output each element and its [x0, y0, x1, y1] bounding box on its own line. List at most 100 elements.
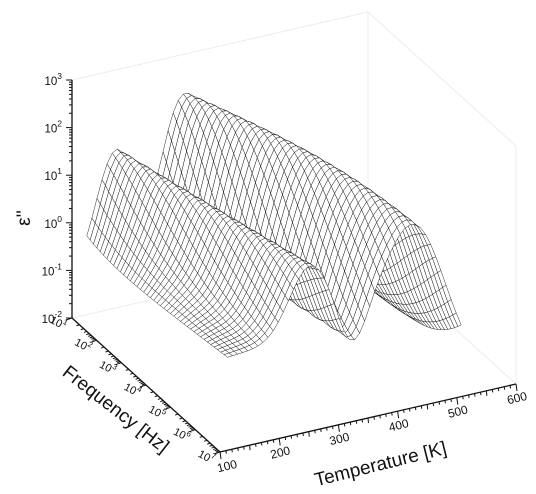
y-minor-tick — [100, 346, 105, 349]
y-minor-tick — [135, 377, 139, 380]
y-minor-tick — [154, 395, 158, 398]
x-tick-label: 500 — [446, 402, 469, 421]
x-minor-tick — [225, 450, 227, 454]
y-minor-tick — [117, 361, 121, 364]
y-minor-tick — [88, 334, 92, 337]
x-minor-tick — [450, 398, 452, 403]
y-tick-label: 103 — [97, 356, 119, 377]
x-minor-tick — [373, 416, 375, 420]
y-minor-tick — [214, 449, 218, 452]
x-tick-label: 600 — [506, 389, 529, 408]
y-minor-tick — [179, 417, 183, 420]
x-minor-tick — [266, 441, 269, 445]
y-major-tick — [213, 451, 221, 455]
z-axis-title: ε'' — [14, 210, 35, 226]
x-minor-tick — [385, 413, 387, 418]
x-tick-label: 200 — [269, 443, 292, 462]
y-tick-label: 102 — [73, 334, 95, 355]
y-minor-tick — [211, 446, 215, 449]
y-major-tick — [189, 429, 196, 433]
y-minor-tick — [203, 439, 208, 442]
x-major-tick — [456, 397, 459, 405]
x-minor-tick — [468, 394, 470, 398]
y-major-tick — [164, 406, 171, 410]
x-major-tick — [278, 438, 281, 446]
z-tick-label: 10-1 — [42, 261, 63, 278]
x-minor-tick — [349, 421, 352, 426]
x-minor-tick — [474, 393, 476, 397]
y-minor-tick — [182, 420, 186, 423]
y-minor-tick — [165, 404, 169, 407]
x-minor-tick — [403, 409, 405, 413]
y-minor-tick — [86, 333, 90, 336]
z-tick-label: 100 — [44, 214, 62, 231]
x-minor-tick — [391, 412, 393, 416]
x-major-tick — [337, 424, 340, 432]
x-minor-tick — [438, 401, 441, 405]
x-tick-label: 100 — [216, 457, 239, 476]
x-minor-tick — [509, 385, 512, 389]
y-minor-tick — [80, 328, 84, 331]
y-minor-tick — [115, 360, 120, 362]
y-minor-tick — [108, 353, 112, 356]
y-tick-label: 101 — [48, 312, 70, 333]
y-major-tick — [90, 339, 97, 343]
x-minor-tick — [361, 419, 364, 423]
z-tick-label: 103 — [44, 71, 62, 88]
x-major-tick — [397, 411, 400, 419]
x-minor-tick — [284, 436, 287, 441]
y-tick-label: 106 — [171, 423, 193, 444]
y-minor-tick — [137, 379, 141, 382]
y-minor-tick — [163, 403, 168, 406]
y-minor-tick — [105, 350, 109, 353]
x-minor-tick — [231, 449, 233, 453]
x-minor-tick — [296, 434, 298, 438]
y-minor-tick — [114, 358, 118, 361]
y-minor-tick — [150, 391, 154, 394]
y-tick-label: 104 — [122, 379, 144, 400]
y-tick-label: 107 — [196, 446, 218, 467]
x-minor-tick — [485, 390, 488, 396]
y-minor-tick — [162, 401, 166, 404]
y-minor-tick — [207, 442, 211, 445]
box-edge — [367, 11, 517, 147]
z-tick-label: 10-2 — [42, 309, 63, 326]
x-minor-tick — [243, 446, 245, 450]
x-minor-tick — [479, 392, 482, 396]
y-minor-tick — [92, 338, 96, 341]
x-minor-tick — [308, 431, 310, 437]
y-minor-tick — [125, 368, 129, 371]
y-minor-tick — [166, 405, 170, 408]
x-minor-tick — [414, 407, 417, 411]
x-minor-tick — [355, 420, 358, 424]
x-minor-tick — [491, 389, 494, 393]
x-minor-tick — [462, 396, 464, 400]
y-major-tick — [139, 384, 147, 388]
y-minor-tick — [186, 424, 191, 427]
x-minor-tick — [432, 402, 435, 407]
x-minor-tick — [326, 427, 328, 431]
box-edge — [71, 11, 369, 81]
y-major-tick — [115, 362, 122, 366]
y-minor-tick — [184, 422, 189, 425]
x-minor-tick — [503, 386, 506, 390]
x-minor-tick — [343, 423, 346, 427]
y-minor-tick — [189, 427, 194, 429]
y-minor-tick — [188, 425, 192, 428]
y-minor-tick — [129, 372, 134, 375]
y-major-tick — [65, 317, 73, 321]
x-axis-ticks: 100 200 300 400 500 600 — [216, 383, 529, 476]
y-minor-tick — [209, 444, 213, 447]
x-minor-tick — [290, 435, 293, 439]
x-minor-tick — [272, 439, 275, 443]
x-minor-tick — [302, 432, 304, 437]
surface-mesh — [86, 93, 462, 358]
y-minor-tick — [157, 397, 162, 400]
y-minor-tick — [141, 383, 146, 386]
x-major-tick — [219, 451, 222, 460]
z-tick-label: 101 — [44, 166, 62, 183]
x-major-tick — [515, 383, 518, 392]
x-minor-tick — [497, 387, 500, 392]
